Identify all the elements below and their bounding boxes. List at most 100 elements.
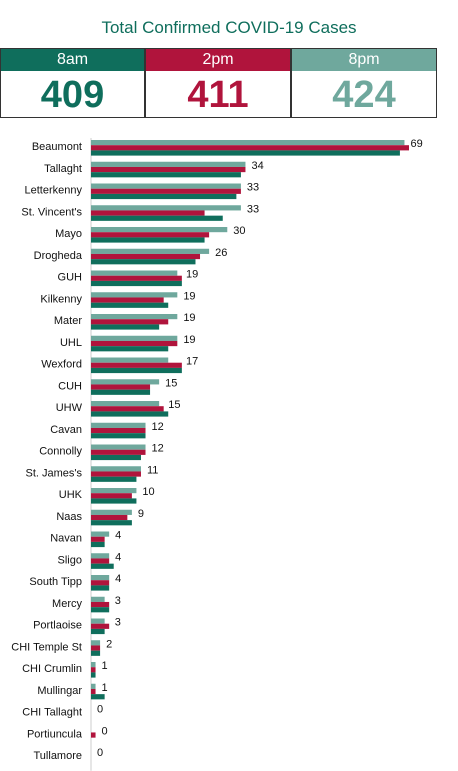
bar-8pm-21	[91, 596, 105, 602]
bar-2pm-13	[91, 427, 146, 434]
data-label: 69	[410, 138, 422, 150]
bar-8am-24	[91, 672, 96, 678]
bar-2pm-5	[91, 253, 201, 260]
bar-8pm-6	[91, 270, 178, 276]
category-label: CHI Tallaght	[22, 707, 82, 719]
data-label: 33	[247, 203, 259, 215]
bar-8am-1	[91, 172, 241, 178]
data-label: 19	[183, 290, 195, 302]
total-8pm-box: 8pm 424	[291, 48, 437, 118]
total-2pm-label: 2pm	[146, 49, 290, 71]
bar-8pm-3	[91, 205, 241, 211]
bar-8pm-20	[91, 575, 110, 581]
bar-8am-18	[91, 541, 105, 548]
bar-8pm-1	[91, 161, 246, 167]
bar-2pm-24	[91, 667, 96, 673]
bar-8am-8	[91, 324, 160, 330]
bar-8am-6	[91, 280, 182, 287]
data-label: 12	[152, 421, 164, 433]
data-label: 15	[165, 377, 177, 389]
bar-8am-15	[91, 476, 137, 482]
bar-8pm-9	[91, 335, 178, 341]
category-label: Navan	[50, 533, 82, 545]
data-label: 15	[168, 399, 180, 411]
bar-8am-19	[91, 563, 114, 569]
bar-8am-10	[91, 367, 182, 374]
bar-8am-9	[91, 346, 169, 352]
category-label: CHI Temple St	[11, 641, 82, 653]
bar-2pm-11	[91, 384, 151, 390]
data-label: 0	[97, 747, 103, 759]
bar-8pm-0	[91, 140, 405, 146]
bar-8am-20	[91, 585, 110, 591]
category-label: Portiuncula	[27, 728, 83, 740]
bar-8pm-23	[91, 640, 101, 646]
bar-8pm-13	[91, 422, 146, 428]
bar-8pm-15	[91, 466, 141, 472]
data-label: 19	[186, 269, 198, 281]
data-label: 10	[142, 486, 154, 498]
category-label: Connolly	[39, 446, 82, 458]
data-label: 33	[247, 182, 259, 194]
bar-2pm-19	[91, 558, 110, 564]
bar-2pm-17	[91, 514, 128, 521]
category-label: CHI Crumlin	[22, 663, 82, 675]
bar-8pm-22	[91, 618, 105, 624]
data-label: 30	[233, 225, 245, 237]
category-label: Tallaght	[44, 163, 82, 175]
bar-8pm-19	[91, 553, 110, 559]
data-label: 4	[115, 551, 121, 563]
data-label: 19	[183, 334, 195, 346]
bar-8am-0	[91, 150, 400, 156]
bar-8pm-14	[91, 444, 146, 450]
total-8pm-value: 424	[332, 74, 396, 116]
category-label: Drogheda	[34, 250, 83, 262]
category-label: Mayo	[55, 228, 82, 240]
bar-2pm-1	[91, 166, 246, 173]
bar-8am-5	[91, 259, 196, 265]
category-label: UHW	[56, 402, 83, 414]
bar-2pm-27	[91, 732, 96, 738]
bar-8pm-17	[91, 509, 132, 515]
bar-8am-2	[91, 193, 237, 200]
category-label: Mercy	[52, 598, 82, 610]
category-label: Cavan	[50, 424, 82, 436]
category-label: Kilkenny	[40, 293, 82, 305]
data-label: 26	[215, 247, 227, 259]
category-label: Sligo	[58, 554, 82, 566]
bar-8am-7	[91, 302, 169, 308]
bar-2pm-22	[91, 623, 110, 629]
bar-8am-21	[91, 607, 110, 613]
bar-8pm-16	[91, 488, 137, 494]
bar-2pm-8	[91, 319, 169, 325]
bar-2pm-6	[91, 275, 182, 281]
data-label: 0	[97, 704, 103, 716]
category-label: St. Vincent's	[21, 206, 82, 218]
bar-2pm-10	[91, 362, 182, 368]
bar-8pm-2	[91, 183, 241, 189]
bar-8pm-11	[91, 379, 160, 385]
total-2pm-value: 411	[187, 74, 249, 116]
category-label: Beaumont	[32, 141, 82, 153]
bar-2pm-9	[91, 340, 178, 347]
bar-2pm-21	[91, 601, 110, 608]
category-label: South Tipp	[29, 576, 82, 588]
data-label: 3	[115, 617, 121, 629]
bar-8am-13	[91, 433, 146, 439]
bar-2pm-3	[91, 210, 205, 216]
bar-8am-22	[91, 628, 105, 635]
bar-8am-4	[91, 237, 205, 243]
bar-2pm-14	[91, 449, 146, 455]
chart-title: Total Confirmed COVID-19 Cases	[101, 18, 357, 37]
bar-8pm-18	[91, 531, 110, 537]
category-label: St. James's	[25, 467, 82, 479]
data-label: 19	[183, 312, 195, 324]
bar-8pm-5	[91, 248, 210, 254]
data-label: 2	[106, 638, 112, 650]
total-8am-value: 409	[40, 74, 105, 116]
bar-8pm-12	[91, 401, 160, 407]
bar-8pm-25	[91, 683, 96, 689]
data-label: 1	[102, 682, 108, 694]
data-label: 12	[152, 443, 164, 455]
